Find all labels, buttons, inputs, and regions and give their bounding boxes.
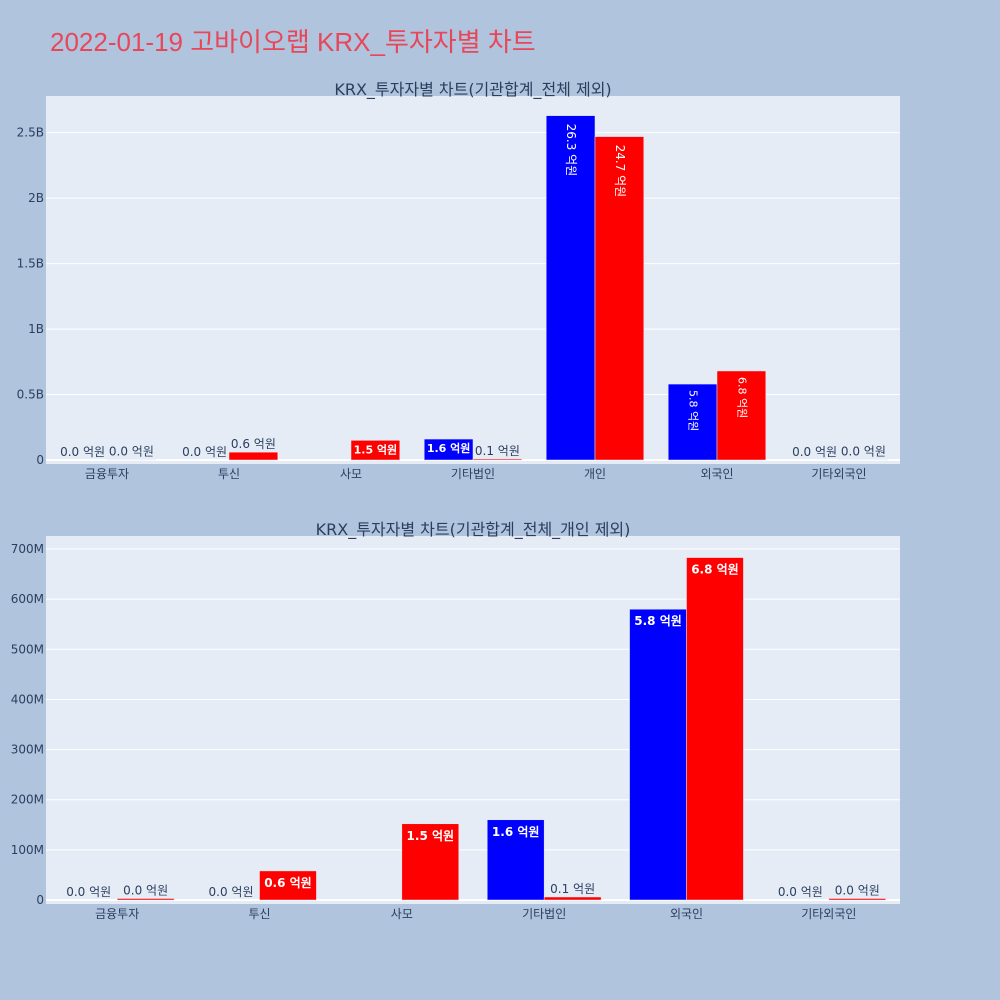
y-tick-label: 500M xyxy=(11,642,44,656)
data-label: 0.1 억원 xyxy=(475,444,520,458)
y-tick-label: 200M xyxy=(11,793,44,807)
data-label: 26.3 억원 xyxy=(564,124,578,177)
y-tick-label: 300M xyxy=(11,743,44,757)
x-tick-label: 기타법인 xyxy=(451,467,495,481)
data-label: 0.0 억원 xyxy=(209,885,254,899)
data-label: 5.8 억원 xyxy=(634,614,682,628)
y-tick-label: 100M xyxy=(11,843,44,857)
y-tick-label: 400M xyxy=(11,692,44,706)
y-tick-label: 0 xyxy=(36,453,44,467)
page-title: 2022-01-19 고바이오랩 KRX_투자자별 차트 xyxy=(50,27,536,57)
bar-sell xyxy=(716,370,767,461)
bar-buy xyxy=(423,438,474,461)
data-label: 1.5 억원 xyxy=(354,442,398,456)
bar-sell xyxy=(472,458,523,461)
data-label: 1.5 억원 xyxy=(407,829,455,843)
data-label: 0.0 억원 xyxy=(841,445,886,459)
x-tick-label: 투신 xyxy=(248,907,270,921)
data-label: 1.6 억원 xyxy=(427,441,471,455)
data-label: 0.0 억원 xyxy=(182,445,227,459)
data-label: 0.6 억원 xyxy=(264,876,312,890)
data-label: 1.6 억원 xyxy=(492,825,540,839)
y-tick-label: 600M xyxy=(11,592,44,606)
plot-area xyxy=(46,536,900,904)
x-tick-label: 사모 xyxy=(391,907,413,921)
bar-buy xyxy=(629,608,687,901)
bar-sell xyxy=(259,870,317,901)
y-tick-label: 2B xyxy=(28,191,44,205)
bar-sell xyxy=(594,136,645,461)
y-tick-label: 700M xyxy=(11,542,44,556)
x-tick-label: 외국인 xyxy=(700,467,733,481)
bar-sell xyxy=(228,451,279,461)
y-tick-label: 1B xyxy=(28,322,44,336)
data-label: 6.8 억원 xyxy=(691,563,739,577)
x-tick-label: 외국인 xyxy=(670,907,703,921)
data-label: 0.1 억원 xyxy=(550,882,595,896)
data-label: 0.0 억원 xyxy=(778,885,823,899)
y-tick-label: 0 xyxy=(36,893,44,907)
bar-buy xyxy=(545,115,596,461)
chart-top: 0.0 억원 0.0 억원 0.0 억원 0.6 억원 1.5 억원 1.6 억원 0.1 … xyxy=(17,80,900,481)
x-tick-label: 기타법인 xyxy=(522,907,566,921)
y-tick-label: 2.5B xyxy=(17,126,44,140)
x-tick-label: 기타외국인 xyxy=(801,907,856,921)
x-tick-label: 금융투자 xyxy=(95,907,139,921)
data-label: 5.8 억원 xyxy=(687,390,700,431)
data-label: 0.0 억원 xyxy=(60,445,105,459)
data-label: 24.7 억원 xyxy=(613,145,627,198)
x-tick-label: 사모 xyxy=(340,467,362,481)
data-label: 0.0 억원 xyxy=(123,883,168,897)
y-tick-label: 0.5B xyxy=(17,388,44,402)
chart-title: KRX_투자자별 차트(기관합계_전체 제외) xyxy=(334,80,611,100)
x-tick-label: 개인 xyxy=(584,467,606,481)
bar-buy xyxy=(667,383,718,461)
bar-buy xyxy=(486,819,545,901)
data-label: 6.8 억원 xyxy=(735,377,748,418)
chart-title: KRX_투자자별 차트(기관합계_전체_개인 제외) xyxy=(316,520,631,540)
x-tick-label: 투신 xyxy=(218,467,240,481)
data-label: 0.0 억원 xyxy=(792,445,837,459)
data-label: 0.0 억원 xyxy=(835,883,880,897)
bar-sell xyxy=(350,440,401,461)
bar-sell xyxy=(686,557,744,901)
x-tick-label: 금융투자 xyxy=(85,467,129,481)
bar-sell xyxy=(828,898,887,901)
y-tick-label: 1.5B xyxy=(17,257,44,271)
bar-sell xyxy=(401,823,460,901)
data-label: 0.0 억원 xyxy=(109,445,154,459)
x-tick-label: 기타외국인 xyxy=(811,467,866,481)
data-label: 0.0 억원 xyxy=(66,885,111,899)
data-label: 0.6 억원 xyxy=(231,437,276,451)
bar-sell xyxy=(543,896,602,901)
bar-sell xyxy=(116,898,175,901)
